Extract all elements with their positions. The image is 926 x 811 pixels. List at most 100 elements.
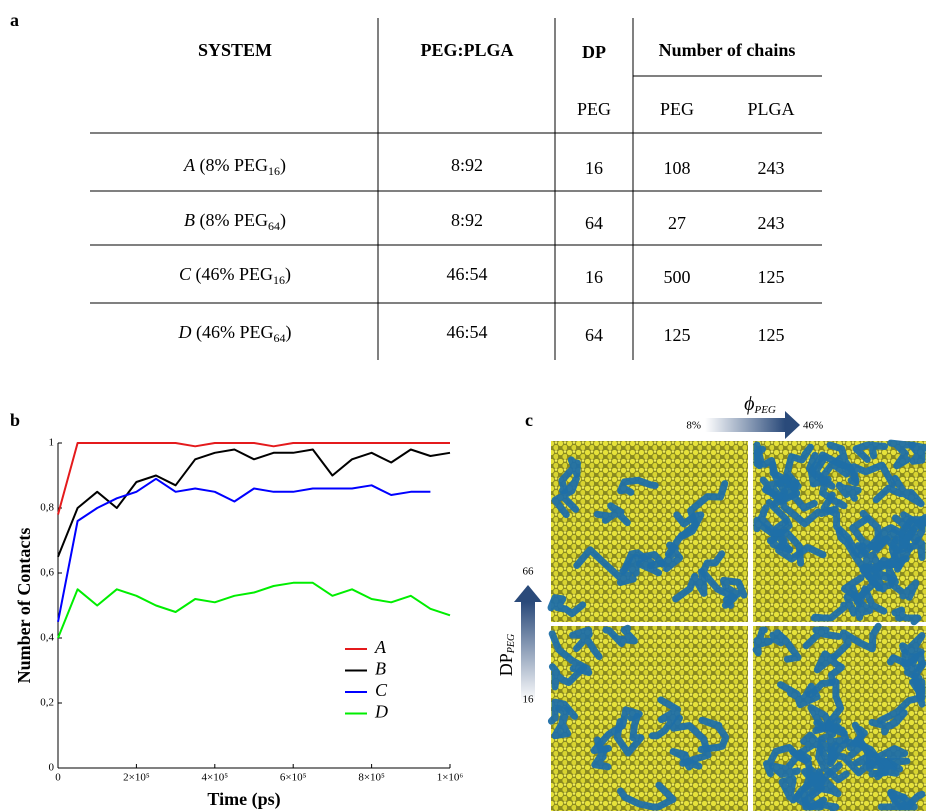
- peg-chain: [551, 475, 580, 519]
- peg-chain: [820, 491, 867, 557]
- series-line: [57, 442, 450, 515]
- peg-chain: [868, 709, 908, 736]
- peg-chain: [835, 481, 862, 502]
- panel-label: b: [10, 410, 20, 430]
- range-label: 46%: [803, 420, 823, 432]
- series-line: [57, 581, 451, 639]
- arrow-head: [514, 585, 542, 602]
- range-label: 8%: [686, 420, 701, 432]
- y-tick-label: 0: [49, 762, 55, 774]
- peg-chain: [777, 681, 821, 709]
- system-close: ): [280, 155, 286, 176]
- sub-header: PEG: [660, 99, 694, 119]
- peg-chain: [798, 731, 840, 766]
- snapshot: [551, 626, 748, 811]
- peg-chain: [602, 624, 638, 647]
- symbol: ϕ: [744, 393, 754, 415]
- axis-symbol: DPPEG: [496, 634, 517, 676]
- peg-cell: 27: [668, 213, 686, 233]
- panel-label: a: [10, 10, 19, 30]
- peg-chain: [547, 698, 579, 725]
- peg-chain: [617, 476, 659, 496]
- peg-chain: [852, 441, 888, 463]
- axis-symbol: ϕPEG: [744, 393, 776, 416]
- peg-chain: [891, 606, 922, 626]
- peg-cell: 500: [664, 267, 691, 287]
- column-header: Number of chains: [659, 40, 796, 60]
- peg-chain: [548, 663, 588, 691]
- peg-chain: [908, 441, 926, 465]
- peg-chain: [801, 765, 842, 798]
- legend-label: C: [375, 680, 388, 700]
- arrow: [705, 418, 785, 432]
- peg-cell: 108: [664, 158, 691, 178]
- peg-chain: [613, 712, 645, 757]
- peg-chain: [890, 530, 913, 573]
- arrow: [521, 602, 535, 702]
- x-axis-label: Time (ps): [207, 789, 280, 810]
- system-letter: B: [184, 210, 195, 230]
- system-cell: D (46% PEG64): [178, 322, 292, 345]
- system-letter: A: [183, 155, 196, 175]
- peg-chain: [807, 451, 860, 488]
- ratio-cell: 46:54: [446, 264, 487, 284]
- peg-chain: [617, 781, 677, 811]
- x-tick-label: 2×10⁵: [123, 772, 150, 784]
- y-tick-label: 0,4: [40, 632, 54, 644]
- y-tick-label: 0,6: [40, 567, 54, 579]
- peg-chain: [875, 745, 909, 777]
- sub-header: PEG: [577, 99, 611, 119]
- system-cell: B (8% PEG64): [184, 210, 286, 233]
- peg-chain: [673, 511, 705, 540]
- system-text: (8% PEG: [195, 210, 268, 231]
- peg-chain: [830, 622, 882, 661]
- peg-chain: [753, 445, 789, 496]
- plga-cell: 243: [758, 213, 785, 233]
- series-line: [57, 477, 431, 622]
- peg-chain: [669, 748, 703, 771]
- plga-cell: 125: [758, 325, 785, 345]
- peg-chain: [551, 705, 572, 740]
- legend-label: B: [375, 659, 386, 679]
- dp-cell: 16: [585, 158, 603, 178]
- peg-chain: [886, 651, 926, 682]
- ratio-cell: 8:92: [451, 210, 483, 230]
- peg-chain: [593, 502, 631, 527]
- dp-cell: 64: [585, 213, 603, 233]
- system-cell: C (46% PEG16): [179, 264, 291, 287]
- system-text: (46% PEG: [191, 264, 273, 285]
- peg-chain: [757, 504, 794, 554]
- peg-chain: [810, 601, 848, 622]
- system-close: ): [280, 210, 286, 231]
- peg-chain: [846, 726, 874, 767]
- peg-chain: [865, 557, 903, 584]
- peg-chain: [825, 717, 850, 763]
- system-text: (46% PEG: [192, 322, 274, 343]
- legend-label: D: [374, 702, 388, 722]
- subscript: 64: [274, 331, 286, 345]
- peg-chain: [802, 626, 843, 650]
- plga-cell: 243: [758, 158, 785, 178]
- series-line: [57, 448, 451, 558]
- x-tick-label: 8×10⁵: [358, 772, 385, 784]
- peg-cell: 125: [664, 325, 691, 345]
- peg-chain: [619, 551, 666, 577]
- x-tick-label: 0: [55, 772, 61, 784]
- ratio-cell: 8:92: [451, 155, 483, 175]
- system-text: (8% PEG: [195, 155, 268, 176]
- peg-chain: [720, 576, 748, 609]
- peg-chain: [843, 585, 888, 617]
- y-tick-label: 0,8: [40, 502, 54, 514]
- panel-label: c: [525, 410, 533, 430]
- x-tick-label: 4×10⁵: [202, 772, 229, 784]
- peg-chain: [778, 775, 803, 804]
- peg-chain: [769, 629, 802, 663]
- system-letter: C: [179, 264, 192, 284]
- peg-chain: [887, 439, 916, 470]
- subscript: 64: [268, 219, 280, 233]
- peg-chain: [664, 480, 729, 558]
- column-header: PEG:PLGA: [421, 40, 514, 60]
- sub-header: PLGA: [747, 99, 794, 119]
- dp-cell: 16: [585, 267, 603, 287]
- symbol: DP: [496, 653, 516, 676]
